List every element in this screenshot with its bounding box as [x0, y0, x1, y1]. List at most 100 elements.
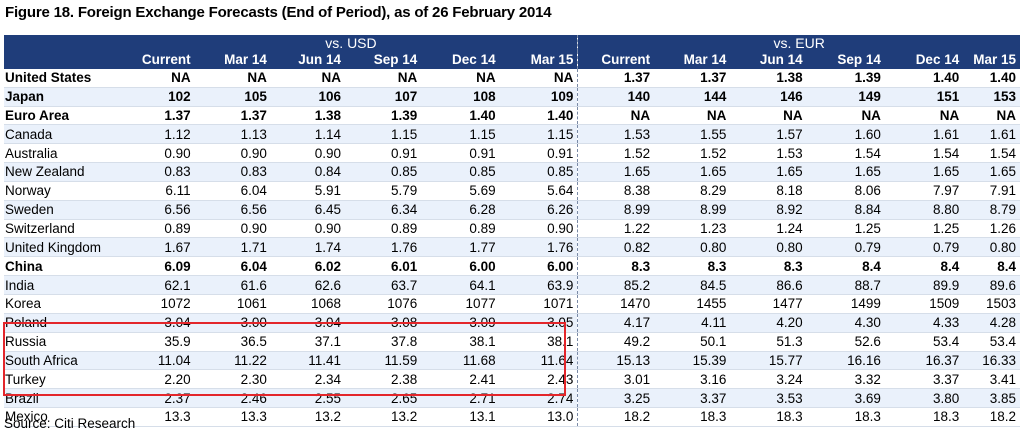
- table-row: Norway 6.11 6.04 5.91 5.79 5.69 5.64 8.38 8.29 8.…: [4, 181, 1020, 201]
- cell-eur: 1.65: [806, 162, 885, 182]
- cell-usd: 6.34: [345, 200, 422, 220]
- cell-eur: 1.54: [932, 145, 960, 161]
- cell-usd: 35.9: [164, 334, 191, 350]
- column-header-usd: Jun 14: [270, 51, 346, 69]
- cell-usd: 38.1: [469, 334, 496, 350]
- column-header-usd: Mar 14: [194, 51, 271, 69]
- cell-eur: 1.65: [730, 162, 807, 182]
- column-header-blank: [4, 51, 125, 69]
- cell-eur: 0.80: [654, 237, 731, 257]
- cell-eur: 151: [884, 87, 964, 107]
- cell-usd: NA: [499, 68, 579, 88]
- cell-eur: 8.3: [631, 258, 651, 274]
- country-name: Korea: [5, 296, 42, 312]
- cell-usd: 6.56: [124, 200, 195, 220]
- cell-usd: 0.89: [469, 221, 496, 237]
- cell-usd: NA: [476, 70, 496, 86]
- cell-eur: 1.37: [623, 70, 651, 86]
- cell-usd: 1.74: [270, 237, 346, 257]
- group-header-eur: vs. EUR: [577, 35, 1020, 51]
- country-name: Euro Area: [5, 107, 70, 123]
- cell-usd: 5.69: [469, 183, 496, 199]
- cell-usd: 61.6: [194, 275, 271, 295]
- cell-eur: 86.6: [730, 275, 807, 295]
- cell-eur: 1.65: [577, 162, 655, 182]
- table-row: Brazil 2.37 2.46 2.55 2.65 2.71 2.74 3.25 3.37 3.…: [4, 388, 1020, 408]
- table-row: India 62.1 61.6 62.6 63.7 64.1 63.9 85.2 84.5 86.…: [4, 275, 1020, 295]
- cell-usd: 1.38: [314, 107, 342, 123]
- cell-eur: 1.53: [577, 124, 655, 144]
- cell-eur: 51.3: [776, 334, 803, 350]
- cell-usd: 0.91: [469, 145, 496, 161]
- cell-eur: 1477: [772, 296, 803, 312]
- cell-usd: 0.90: [240, 221, 267, 237]
- cell-eur: 18.2: [623, 409, 651, 425]
- cell-eur: 8.99: [654, 200, 731, 220]
- cell-eur: 16.16: [806, 351, 885, 370]
- cell-eur: 1.60: [806, 124, 885, 144]
- cell-usd: 1.77: [421, 237, 500, 257]
- cell-eur: 3.16: [700, 371, 727, 387]
- cell-usd: 3.08: [345, 313, 422, 333]
- cell-usd: 1.40: [499, 106, 579, 125]
- cell-usd: 1077: [465, 296, 496, 312]
- cell-eur: 1.25: [932, 221, 960, 237]
- cell-eur: 3.69: [806, 388, 885, 408]
- cell-usd: 6.00: [499, 256, 579, 276]
- cell-eur: 8.99: [577, 200, 655, 220]
- cell-eur: 15.13: [577, 351, 655, 370]
- cell-eur: 1.61: [884, 124, 964, 144]
- cell-eur: 8.38: [623, 183, 651, 199]
- cell-usd: 11.04: [124, 351, 195, 370]
- column-header-usd: Dec 14: [421, 51, 500, 69]
- cell-eur: 8.4: [940, 258, 960, 274]
- cell-usd: 0.90: [314, 145, 342, 161]
- cell-usd: 2.46: [194, 388, 271, 408]
- cell-usd: 0.89: [164, 221, 191, 237]
- cell-eur: 1.55: [654, 124, 731, 144]
- cell-eur: 144: [654, 87, 731, 107]
- cell-usd: 6.45: [270, 200, 346, 220]
- cell-usd: 108: [421, 87, 500, 107]
- country-name: Poland: [4, 313, 125, 333]
- column-header-eur: Dec 14: [884, 51, 964, 69]
- cell-eur: 18.3: [854, 409, 881, 425]
- cell-eur: 52.6: [854, 334, 881, 350]
- cell-eur: NA: [630, 107, 651, 123]
- table-row: Sweden 6.56 6.56 6.45 6.34 6.28 6.26 8.99 8.99 8.…: [4, 200, 1020, 220]
- cell-usd: 6.56: [194, 200, 271, 220]
- table-row: Canada 1.12 1.13 1.14 1.15 1.15 1.15 1.53 1.55 1.…: [4, 124, 1020, 144]
- cell-eur: 1.40: [989, 70, 1016, 86]
- cell-eur: 88.7: [806, 275, 885, 295]
- cell-usd: 13.0: [499, 407, 579, 427]
- cell-usd: 11.68: [421, 351, 500, 370]
- cell-usd: 1.15: [499, 124, 579, 144]
- cell-usd: 6.01: [391, 258, 418, 274]
- column-header-eur: Sep 14: [806, 51, 885, 69]
- cell-usd: 64.1: [421, 275, 500, 295]
- country-name: Japan: [4, 87, 125, 107]
- table-row: Korea 1072 1061 1068 1076 1077 1071 1470 1455 147…: [4, 294, 1020, 314]
- cell-usd: NA: [171, 70, 191, 86]
- cell-eur: 1.24: [776, 221, 803, 237]
- table-row: United Kingdom 1.67 1.71 1.74 1.76 1.77 1.76 0.…: [4, 237, 1020, 257]
- cell-eur: 1.40: [932, 70, 960, 86]
- table-row: Euro Area 1.37 1.37 1.38 1.39 1.40 1.40 NA NA NA N…: [4, 106, 1020, 125]
- cell-eur: 140: [577, 87, 655, 107]
- cell-usd: 3.04: [270, 313, 346, 333]
- cell-usd: 109: [499, 87, 579, 107]
- cell-eur: 3.37: [932, 371, 960, 387]
- table-row: Japan 102 105 106 107 108 109 140 144 146 149 151 15…: [4, 87, 1020, 107]
- cell-usd: 62.1: [124, 275, 195, 295]
- cell-usd: 1061: [236, 296, 267, 312]
- cell-usd: 37.1: [314, 334, 342, 350]
- cell-usd: 0.91: [391, 145, 418, 161]
- cell-usd: 1.67: [124, 237, 195, 257]
- table-row: China 6.09 6.04 6.02 6.01 6.00 6.00 8.3 8.3 8.3 8.…: [4, 256, 1020, 276]
- cell-eur: 0.82: [577, 237, 655, 257]
- cell-eur: 1503: [985, 296, 1016, 312]
- cell-usd: 5.64: [499, 181, 579, 201]
- cell-usd: 2.74: [499, 388, 579, 408]
- cell-eur: 50.1: [700, 334, 727, 350]
- cell-eur: 89.9: [884, 275, 964, 295]
